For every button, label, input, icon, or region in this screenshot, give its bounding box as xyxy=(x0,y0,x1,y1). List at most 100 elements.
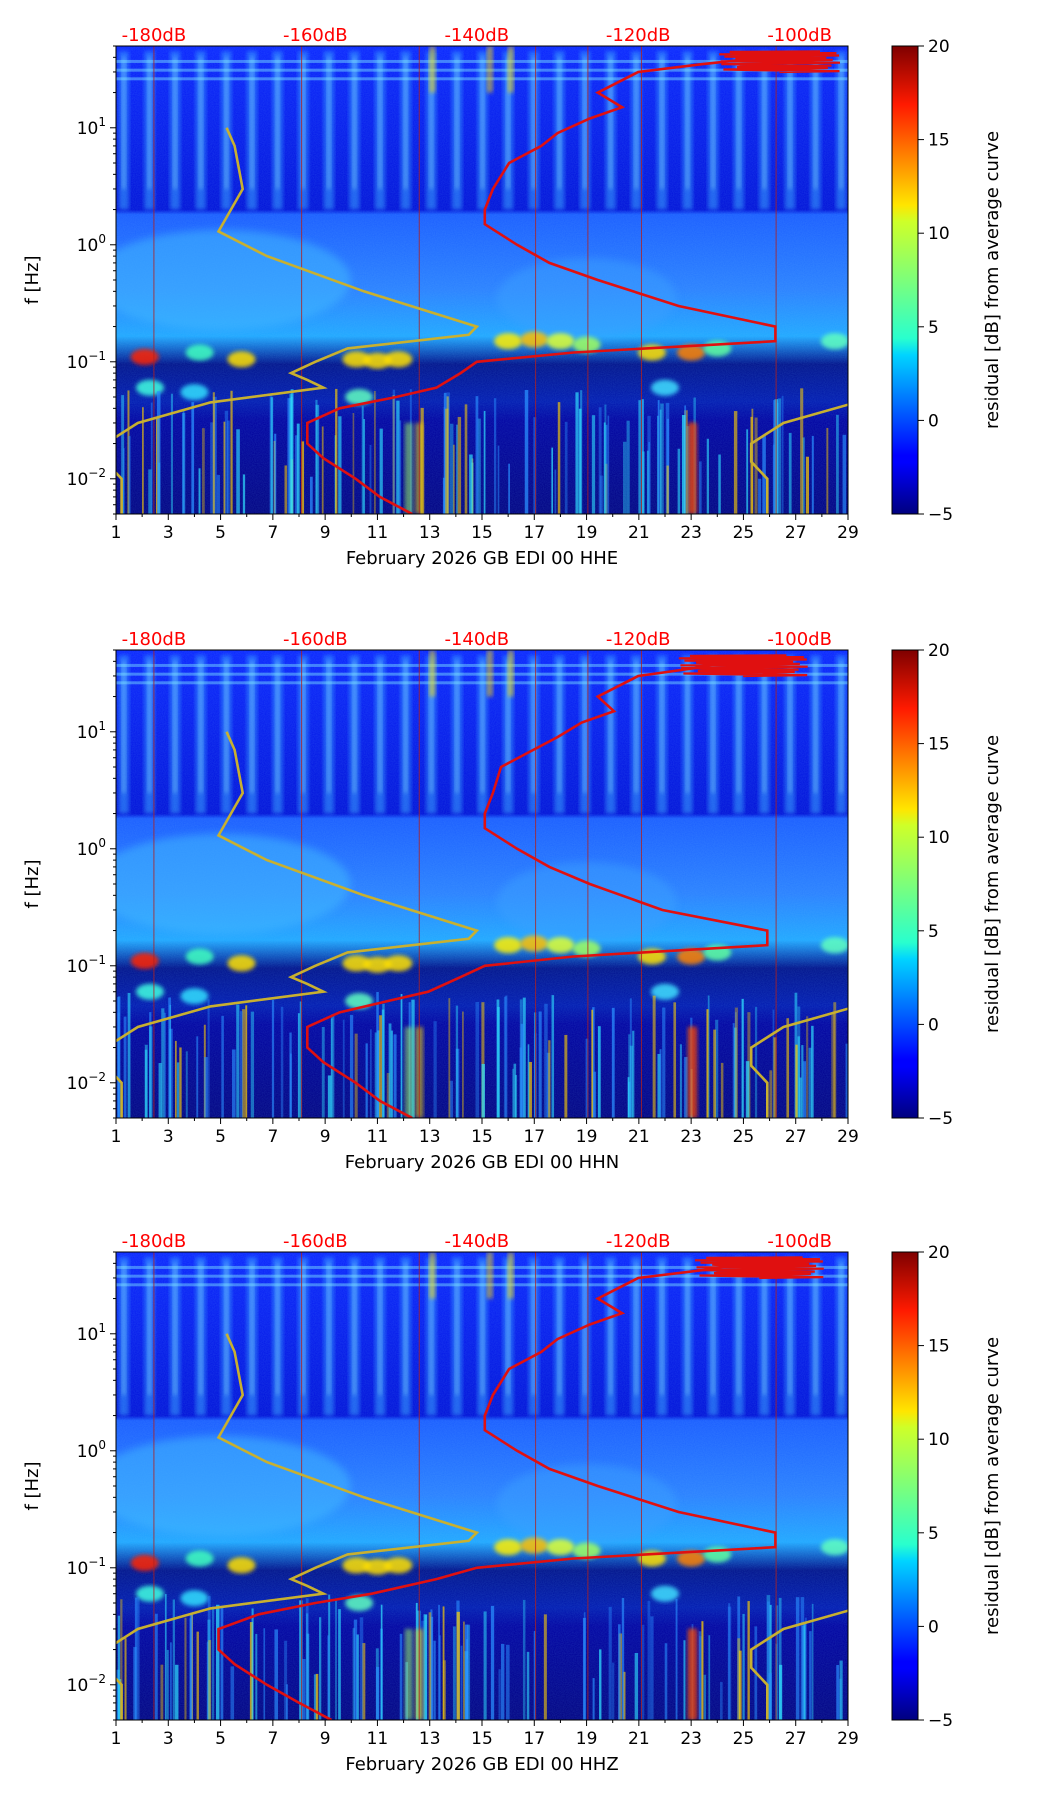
db-scale-label: -180dB xyxy=(122,25,187,46)
lf-spike xyxy=(287,398,291,514)
lf-spike xyxy=(318,1617,322,1720)
x-tick-label: 25 xyxy=(733,1729,755,1749)
storm-blob xyxy=(342,955,371,972)
hf-band xyxy=(116,1274,848,1278)
lf-spike xyxy=(522,997,526,1118)
lf-spike xyxy=(629,1045,633,1118)
lf-spike xyxy=(296,423,300,514)
lf-spike xyxy=(204,1057,208,1118)
storm-blob xyxy=(546,1539,575,1556)
lf-spike xyxy=(207,1596,211,1720)
lf-spike xyxy=(198,468,201,514)
db-scale-label: -160dB xyxy=(283,1231,348,1252)
daily-stripe-core xyxy=(583,661,588,793)
lf-spike xyxy=(284,465,288,514)
storm-blob xyxy=(345,389,374,405)
y-tick-base: 10 xyxy=(67,1676,89,1696)
lf-spike xyxy=(575,392,579,514)
lf-strip xyxy=(689,1026,698,1118)
daily-stripe-core xyxy=(352,661,357,793)
lf-spike xyxy=(808,1047,812,1118)
lf-spike xyxy=(684,1057,688,1118)
lf-spike xyxy=(202,428,205,514)
lf-spike xyxy=(605,424,608,514)
lf-spike xyxy=(526,1651,530,1720)
lf-spike xyxy=(483,410,486,514)
lf-spike xyxy=(392,395,395,514)
lf-spike xyxy=(423,1614,428,1720)
lf-spike xyxy=(769,1070,773,1118)
lf-spike xyxy=(481,1002,485,1118)
lf-spike xyxy=(128,435,131,514)
lf-spike xyxy=(524,390,529,514)
lf-spike xyxy=(795,1597,800,1720)
lf-spike xyxy=(305,1613,309,1720)
daily-stripe-core xyxy=(634,1263,639,1395)
lf-spike xyxy=(836,414,839,514)
lf-spike xyxy=(142,407,144,514)
lf-spike xyxy=(216,474,220,514)
lf-spike xyxy=(622,441,627,514)
lf-spike xyxy=(591,415,596,514)
lf-strip xyxy=(404,1628,413,1720)
lf-spike xyxy=(430,1616,434,1720)
storm-blob xyxy=(185,1550,214,1567)
lf-spike xyxy=(446,396,449,514)
daily-stripe-core xyxy=(531,1263,536,1395)
storm-blob xyxy=(227,351,256,368)
lf-spike xyxy=(137,1596,140,1720)
lf-spike xyxy=(363,418,366,514)
lf-spike xyxy=(270,397,274,514)
lf-spike xyxy=(648,442,651,514)
lf-spike xyxy=(811,1025,814,1118)
microseism-haze xyxy=(496,1464,677,1545)
lf-spike xyxy=(208,1640,212,1720)
daily-stripe-core xyxy=(429,1263,434,1395)
lf-spike xyxy=(715,1019,719,1118)
lf-spike xyxy=(673,1002,677,1118)
lf-spike xyxy=(191,402,195,514)
lf-spike xyxy=(811,1603,814,1720)
lf-spike xyxy=(232,1049,236,1118)
y-tick-base: 10 xyxy=(77,723,99,743)
lf-spike xyxy=(758,478,762,514)
lf-spike xyxy=(677,448,681,514)
y-tick-label: 100 xyxy=(77,232,106,256)
hf-band xyxy=(116,68,848,72)
lf-spike xyxy=(450,423,454,514)
colorbar-tick-label: 5 xyxy=(928,1524,939,1544)
lf-spike xyxy=(176,1062,180,1118)
lf-spike xyxy=(438,1604,441,1720)
lf-spike xyxy=(831,1013,835,1118)
lf-spike xyxy=(839,1660,843,1720)
y-tick-label: 100 xyxy=(77,836,106,860)
lf-spike xyxy=(498,1669,501,1720)
lf-spike xyxy=(342,1019,345,1118)
daily-stripe-core xyxy=(301,57,306,189)
lf-spike xyxy=(184,1617,187,1720)
lf-spike xyxy=(621,1597,625,1720)
daily-stripe-core xyxy=(275,1263,280,1395)
lf-spike xyxy=(638,400,641,514)
y-tick-base: 10 xyxy=(67,1074,89,1094)
daily-stripe-core xyxy=(275,661,280,793)
lf-spike xyxy=(380,1604,383,1720)
daily-stripe-core xyxy=(121,661,126,793)
x-axis-label: February 2026 GB EDI 00 HHE xyxy=(346,548,618,569)
storm-blob xyxy=(546,333,575,350)
lf-spike xyxy=(117,996,121,1118)
lf-spike xyxy=(374,1032,378,1118)
daily-stripe-core xyxy=(454,57,459,189)
lf-spike xyxy=(611,1662,615,1720)
lf-spike xyxy=(608,1606,612,1720)
lf-spike xyxy=(156,391,161,514)
daily-stripe-core xyxy=(147,661,152,793)
hf-burst xyxy=(486,46,493,93)
lf-spike xyxy=(353,1619,358,1720)
storm-blob xyxy=(130,348,159,365)
storm-blob xyxy=(345,1595,374,1611)
lf-spike xyxy=(433,1640,436,1720)
lf-spike xyxy=(626,420,630,514)
daily-stripe-core xyxy=(403,57,408,189)
lf-spike xyxy=(698,1636,703,1720)
